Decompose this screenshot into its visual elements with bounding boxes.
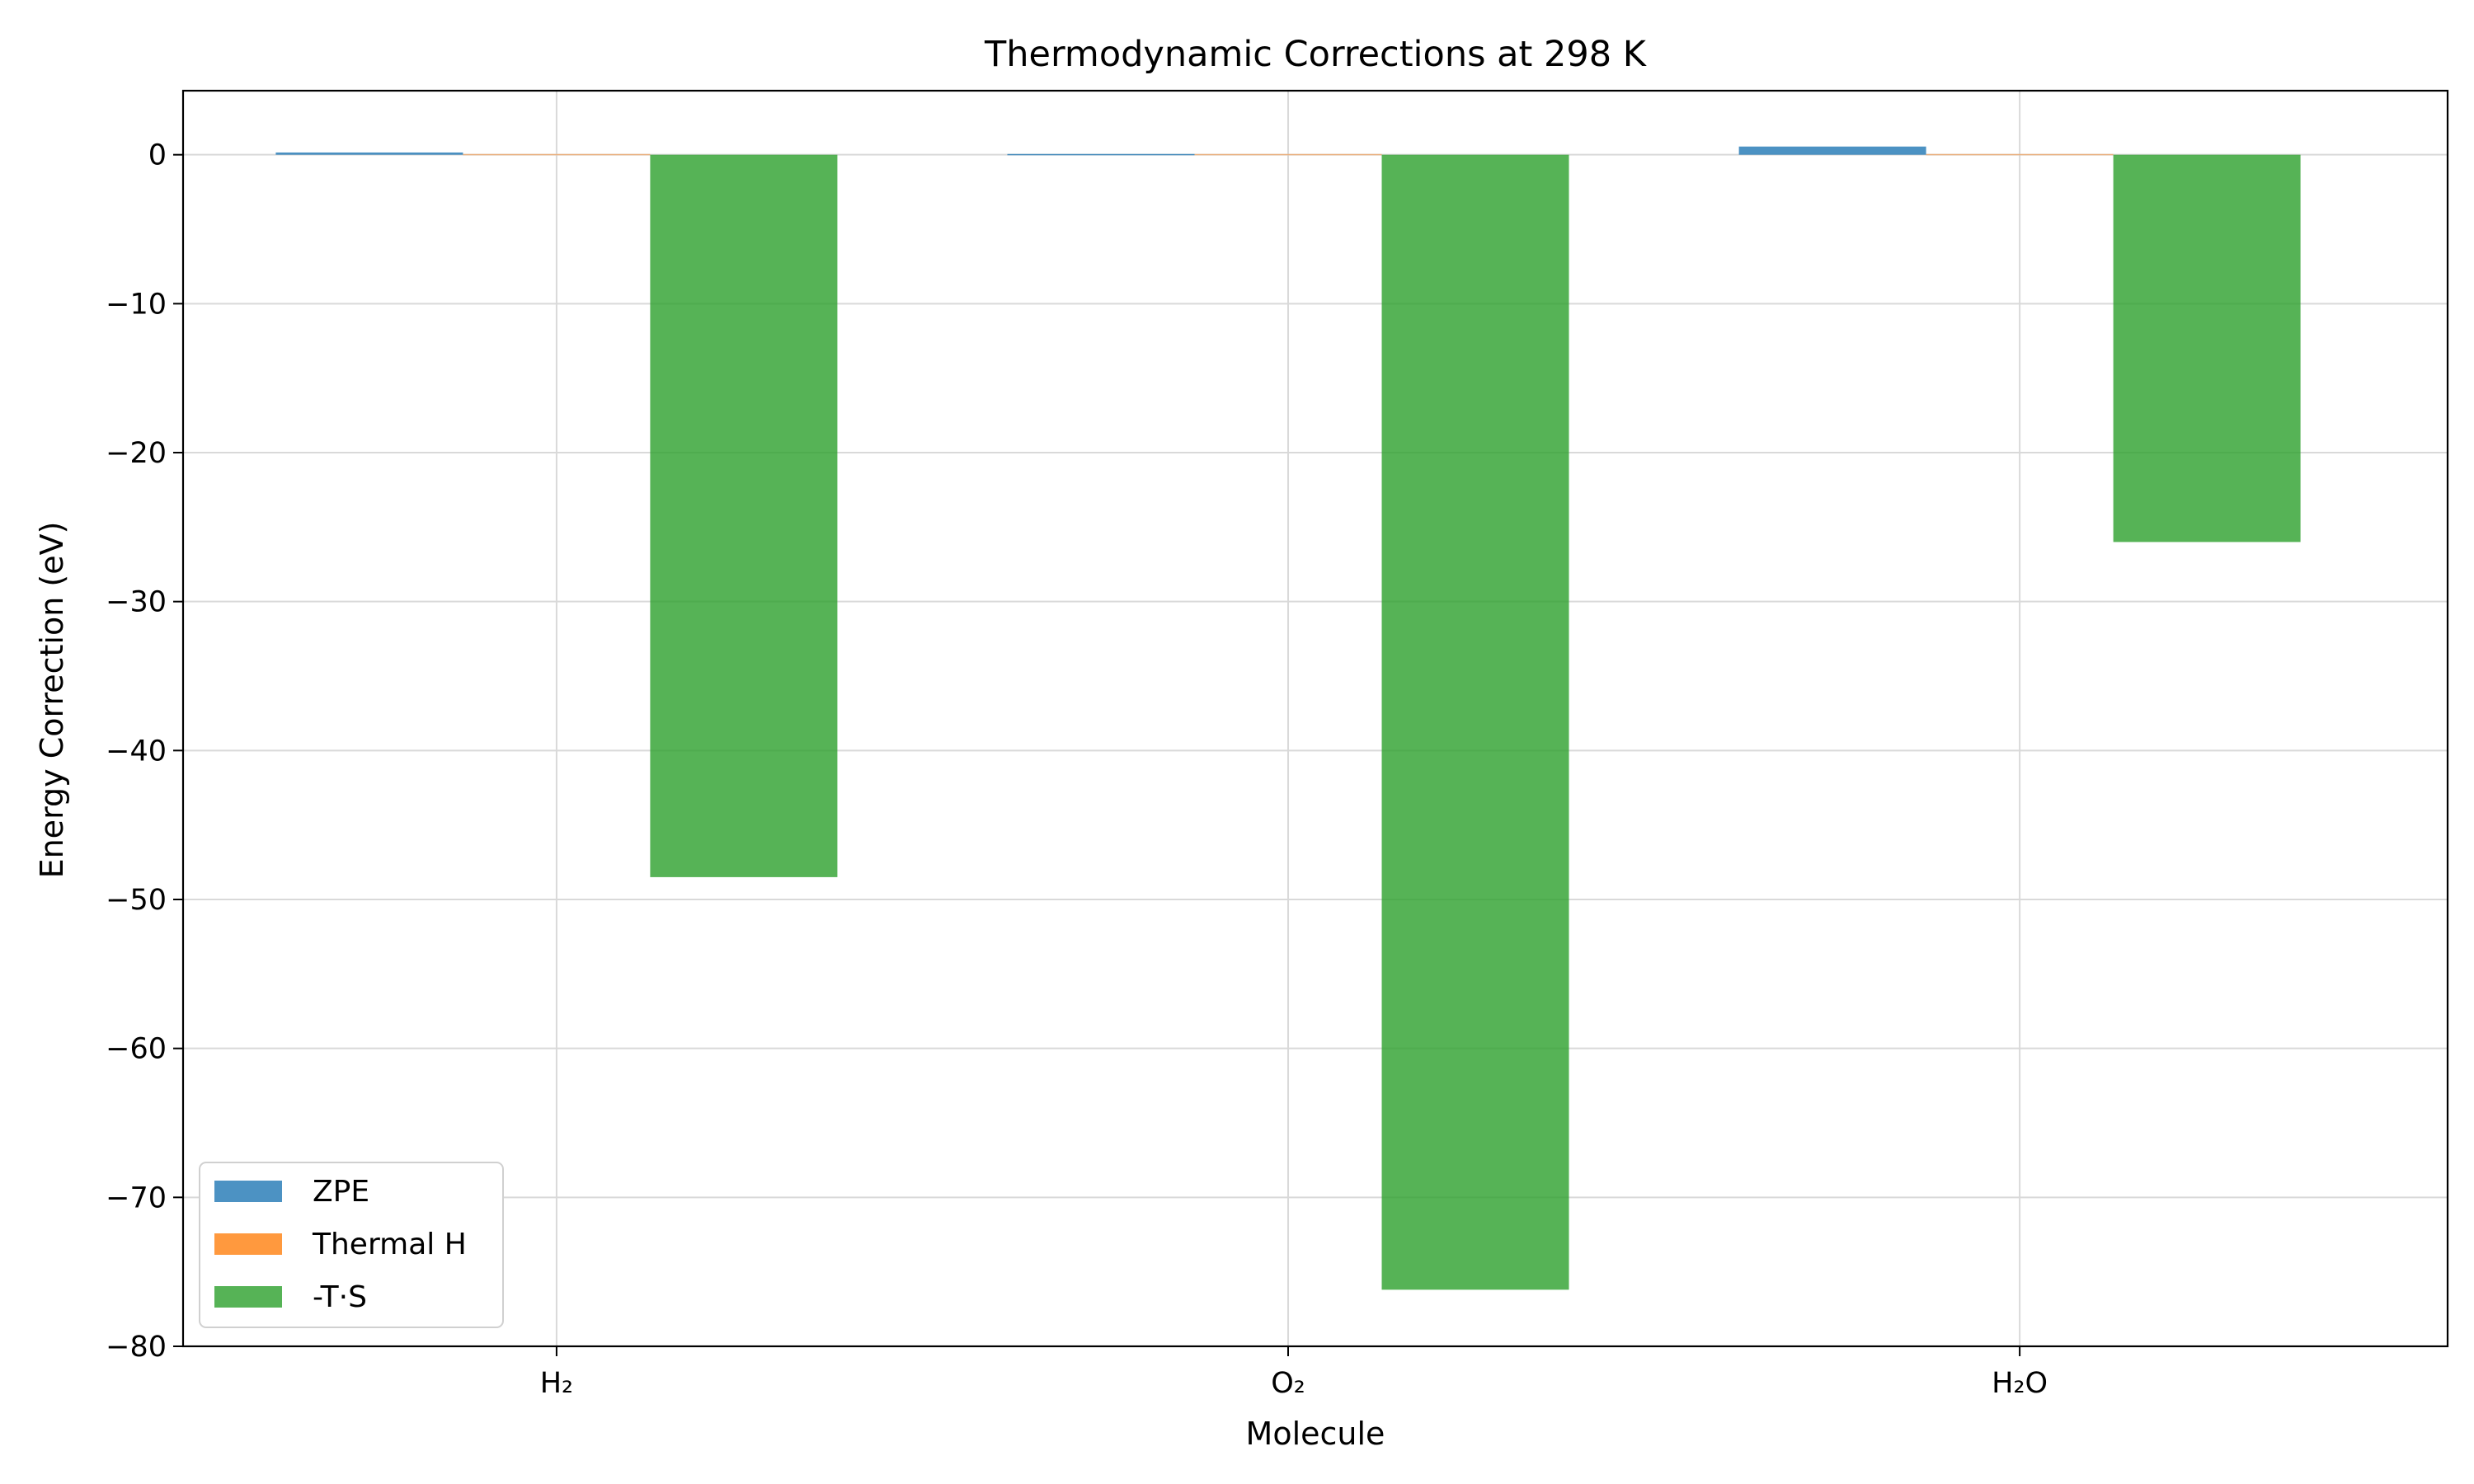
bar [650, 154, 838, 877]
legend: ZPE Thermal H -T·S [199, 1162, 504, 1328]
x-tick-label: O₂ [1271, 1367, 1305, 1400]
bars-layer [275, 146, 2301, 1290]
y-tick-label: −50 [106, 884, 167, 917]
bar [2113, 154, 2301, 542]
y-tick-label: −40 [106, 735, 167, 768]
legend-label: ZPE [313, 1175, 369, 1209]
axes-layer [181, 89, 2449, 1348]
y-tick-label: −60 [106, 1033, 167, 1066]
plot-frame [181, 89, 2449, 1348]
legend-label: -T·S [313, 1280, 367, 1314]
bar [1007, 153, 1195, 156]
y-tick-label: −10 [106, 288, 167, 321]
y-axis-label: Energy Correction (eV) [34, 522, 70, 879]
x-axis-label: Molecule [1246, 1416, 1385, 1452]
y-tick-label: −30 [106, 586, 167, 619]
x-tick-label: H₂O [1992, 1367, 2048, 1400]
legend-swatch [214, 1286, 282, 1308]
bar [1926, 153, 2114, 156]
bar [1194, 153, 1382, 156]
grid-layer [183, 91, 2448, 1347]
ticks-layer: 0 −10 −20 −30 −40 −50 −60 −70 −80 H₂ O₂ H₂O [106, 139, 2048, 1400]
bar [1381, 154, 1569, 1290]
bar [275, 152, 463, 155]
x-tick-label: H₂ [540, 1367, 573, 1400]
y-tick-label: −20 [106, 437, 167, 470]
y-tick-label: −70 [106, 1181, 167, 1214]
chart-title: Thermodynamic Corrections at 298 K [984, 34, 1648, 75]
bar [463, 153, 651, 156]
legend-swatch [214, 1233, 282, 1255]
y-tick-label: 0 [148, 139, 167, 172]
y-tick-label: −80 [106, 1331, 167, 1364]
bar [1738, 146, 1926, 155]
legend-label: Thermal H [312, 1228, 467, 1261]
legend-swatch [214, 1181, 282, 1202]
